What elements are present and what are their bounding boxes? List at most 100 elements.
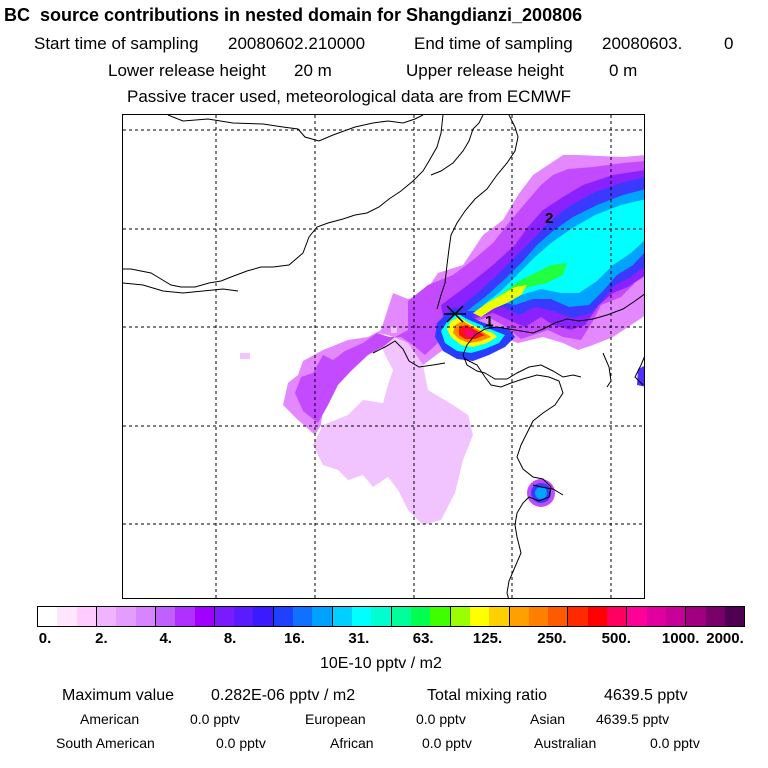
- colorbar-tick-label: 1000.: [661, 630, 700, 647]
- colorbar-swatch: [214, 607, 235, 626]
- coastline: [464, 358, 564, 598]
- site-marker-2: 2: [545, 210, 553, 227]
- colorbar-units: 10E-10 pptv / m2: [320, 655, 442, 672]
- region-name: Australian: [534, 735, 597, 751]
- boundary-line: [462, 293, 644, 374]
- colorbar-swatch: [509, 607, 529, 626]
- lower-height-value: 20 m: [294, 61, 332, 80]
- colorbar-tick-label: 2000.: [706, 630, 744, 647]
- colorbar-swatch: [38, 607, 58, 626]
- site-marker-1: 1: [485, 313, 493, 330]
- end-time-value: 20080603.: [602, 34, 683, 53]
- map-frame: 1 2: [122, 114, 645, 599]
- coastline: [372, 340, 446, 368]
- coastlines: [123, 115, 644, 598]
- colorbar-tick-label: 125.: [472, 630, 503, 647]
- region-name: American: [80, 711, 140, 727]
- colorbar-swatch: [96, 607, 117, 626]
- region-name: African: [330, 735, 374, 751]
- colorbar-swatch: [234, 607, 254, 626]
- end-time-suffix: 0: [724, 34, 734, 53]
- boundary-line: [430, 115, 484, 176]
- colorbar-swatch: [76, 607, 97, 626]
- colorbar-swatch: [430, 607, 451, 626]
- grid-lines: [123, 115, 644, 598]
- colorbar-swatch: [273, 607, 294, 626]
- colorbar-swatch: [646, 607, 666, 626]
- region-value: 0.0 pptv: [422, 735, 472, 751]
- start-time-label: Start time of sampling: [34, 34, 199, 53]
- colorbar-tick-label: 16.: [284, 630, 305, 647]
- colorbar-swatch: [587, 607, 608, 626]
- colorbar-swatch: [607, 607, 628, 626]
- coastline: [532, 484, 564, 496]
- region-name: South American: [56, 735, 155, 751]
- colorbar-swatch: [548, 607, 569, 626]
- colorbar-swatch: [155, 607, 176, 626]
- colorbar-swatch: [705, 607, 725, 626]
- isolated-dot: [240, 353, 250, 359]
- colorbar-tick-label: 8.: [223, 630, 237, 647]
- region-value: 0.0 pptv: [190, 711, 240, 727]
- colorbar-swatch: [352, 607, 372, 626]
- colorbar-swatch: [194, 607, 215, 626]
- colorbar-swatch: [666, 607, 687, 626]
- colorbar-swatch: [450, 607, 470, 626]
- colorbar-swatch: [175, 607, 195, 626]
- colorbar-swatch: [627, 607, 647, 626]
- colorbar-tick-label: 31.: [348, 630, 370, 647]
- region-name: European: [305, 711, 366, 727]
- upper-height-value: 0 m: [609, 61, 638, 80]
- colorbar-tick-label: 63.: [412, 630, 434, 647]
- plume-layers: [240, 155, 644, 525]
- end-time-label: End time of sampling: [414, 34, 573, 53]
- max-value-label: Maximum value: [62, 687, 175, 704]
- boundary-line: [167, 115, 424, 142]
- colorbar-swatch: [293, 607, 313, 626]
- release-site-cross: [444, 305, 466, 323]
- max-value: 0.282E-06 pptv / m2: [211, 687, 356, 704]
- colorbar-swatch: [528, 607, 549, 626]
- colorbar-tick-label: 4.: [159, 630, 172, 647]
- boundary-line: [123, 282, 239, 294]
- region-value: 0.0 pptv: [216, 735, 266, 751]
- colorbar-swatch: [568, 607, 588, 626]
- colorbar-swatch: [312, 607, 333, 626]
- colorbar-swatch: [391, 607, 411, 626]
- southern-blob-sky: [535, 487, 547, 499]
- start-time-value: 20080602.210000: [228, 34, 366, 53]
- colorbar-tick-label: 500.: [601, 630, 631, 647]
- colorbar: [37, 606, 745, 627]
- map-canvas: 1 2: [123, 115, 644, 598]
- region-value: 0.0 pptv: [650, 735, 700, 751]
- colorbar-swatch: [332, 607, 352, 626]
- coastline: [484, 364, 582, 380]
- tracer-note: Passive tracer used, meteorological data…: [127, 87, 572, 106]
- colorbar-swatch: [469, 607, 490, 626]
- colorbar-swatch: [724, 607, 745, 626]
- total-mixing-value: 4639.5 pptv: [604, 687, 688, 704]
- colorbar-swatch: [57, 607, 77, 626]
- lower-height-label: Lower release height: [108, 61, 266, 80]
- boundary-line: [436, 115, 519, 310]
- region-name: Asian: [530, 711, 566, 727]
- plot-title: BC source contributions in nested domain…: [4, 5, 583, 25]
- coastline: [634, 356, 644, 386]
- total-mixing-label: Total mixing ratio: [427, 687, 548, 704]
- colorbar-swatch: [116, 607, 136, 626]
- colorbar-swatch: [686, 607, 706, 626]
- colorbar-tick-label: 0.: [38, 630, 52, 647]
- region-value: 0.0 pptv: [416, 711, 466, 727]
- colorbar-tick-label: 250.: [537, 630, 567, 647]
- colorbar-swatch: [489, 607, 510, 626]
- colorbar-swatch: [410, 607, 431, 626]
- boundary-line: [123, 115, 444, 288]
- plume-lavender: [313, 333, 473, 525]
- region-value: 4639.5 pptv: [596, 711, 670, 727]
- plume-yellow: [473, 285, 527, 317]
- coastline: [602, 352, 612, 388]
- colorbar-tick-label: 2.: [95, 630, 108, 647]
- colorbar-swatch: [135, 607, 156, 626]
- isolated-dot: [391, 327, 397, 333]
- colorbar-swatch: [371, 607, 392, 626]
